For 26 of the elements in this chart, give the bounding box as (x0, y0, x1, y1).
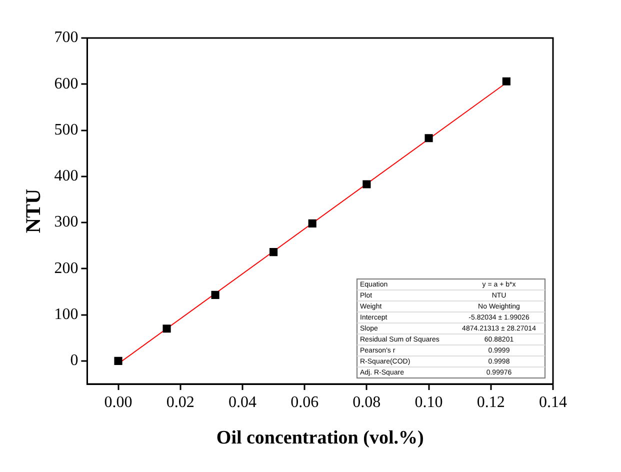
y-tick-label: 600 (54, 75, 78, 92)
x-axis-title: Oil concentration (vol.%) (216, 428, 424, 449)
y-tick-label: 300 (54, 214, 78, 231)
y-tick-label: 0 (70, 352, 78, 370)
x-tick-label: 0.12 (476, 394, 505, 411)
point (162, 324, 171, 333)
point (362, 180, 371, 188)
x-tick-label: 0.10 (414, 394, 443, 411)
x-tick-label: 0.06 (290, 394, 319, 411)
point (308, 219, 316, 228)
x-tick-label: 0.00 (104, 394, 132, 411)
point (211, 290, 220, 299)
x-tick-label: 0.14 (539, 394, 567, 411)
x-tick-label: 0.04 (228, 394, 256, 411)
y-tick-label: 700 (54, 29, 78, 46)
x-tick-label: 0.08 (352, 394, 381, 411)
y-tick-label: 100 (54, 306, 78, 324)
y-tick-label: 400 (54, 168, 78, 185)
point (114, 356, 122, 365)
y-tick-label: 500 (54, 121, 78, 138)
y-axis-title: NTU (21, 188, 46, 234)
x-tick-label: 0.02 (166, 394, 194, 411)
point (502, 77, 510, 86)
point (424, 134, 433, 142)
point (269, 248, 278, 256)
y-tick-label: 200 (54, 260, 78, 277)
